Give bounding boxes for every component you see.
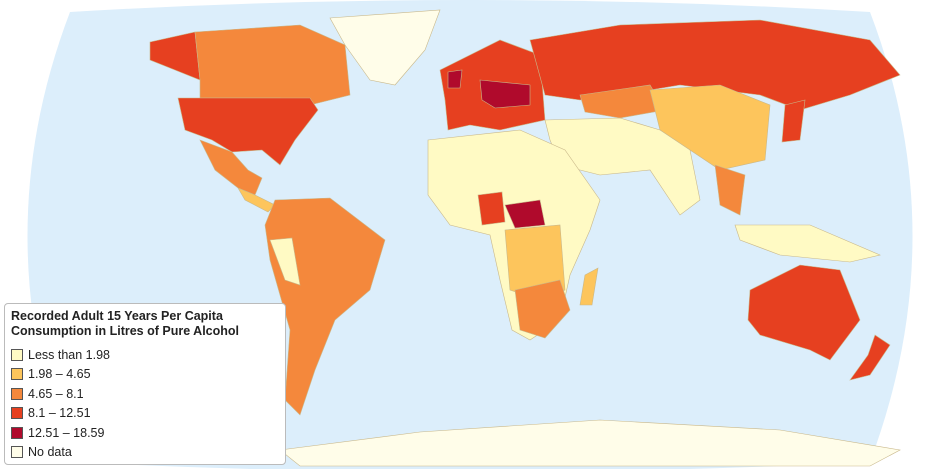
peru-bolivia — [269, 237, 301, 286]
legend-item: No data — [11, 443, 279, 463]
australia — [747, 264, 861, 361]
legend-swatch — [11, 348, 23, 361]
south-america — [264, 197, 386, 416]
usa — [177, 97, 319, 166]
new-zealand — [849, 334, 891, 381]
legend-title: Recorded Adult 15 Years Per Capita Consu… — [11, 309, 240, 338]
legend-item: 1.98 – 4.65 — [11, 365, 279, 385]
legend-item: 12.51 – 18.59 — [11, 423, 279, 443]
legend-label: 4.65 – 8.1 — [28, 386, 84, 401]
southeast-asia — [714, 164, 746, 216]
legend-swatch — [11, 446, 23, 459]
canada — [194, 24, 351, 106]
indonesia — [734, 224, 881, 263]
legend-label: 1.98 – 4.65 — [28, 367, 91, 382]
legend-swatch — [11, 426, 23, 439]
legend-label: Less than 1.98 — [28, 347, 111, 362]
alaska — [149, 31, 201, 81]
antarctica — [279, 419, 901, 467]
nigeria — [477, 191, 506, 226]
central-europe — [479, 79, 531, 109]
legend-swatch — [11, 407, 23, 420]
legend: Recorded Adult 15 Years Per Capita Consu… — [4, 303, 286, 465]
legend-item: 4.65 – 8.1 — [11, 384, 279, 404]
mexico — [199, 139, 263, 196]
japan — [781, 99, 806, 143]
legend-label: 12.51 – 18.59 — [28, 425, 105, 440]
madagascar — [579, 267, 599, 306]
legend-item: Less than 1.98 — [11, 345, 279, 365]
central-african — [504, 199, 546, 229]
legend-item: 8.1 – 12.51 — [11, 404, 279, 424]
southern-africa — [514, 279, 571, 339]
legend-swatch — [11, 368, 23, 381]
legend-items: Less than 1.98 1.98 – 4.65 4.65 – 8.1 8.1 –… — [11, 345, 279, 462]
legend-label: 8.1 – 12.51 — [28, 406, 91, 421]
kazakhstan — [579, 84, 666, 119]
countries — [149, 9, 901, 467]
legend-swatch — [11, 387, 23, 400]
legend-label: No data — [28, 445, 72, 460]
ireland — [447, 69, 463, 89]
